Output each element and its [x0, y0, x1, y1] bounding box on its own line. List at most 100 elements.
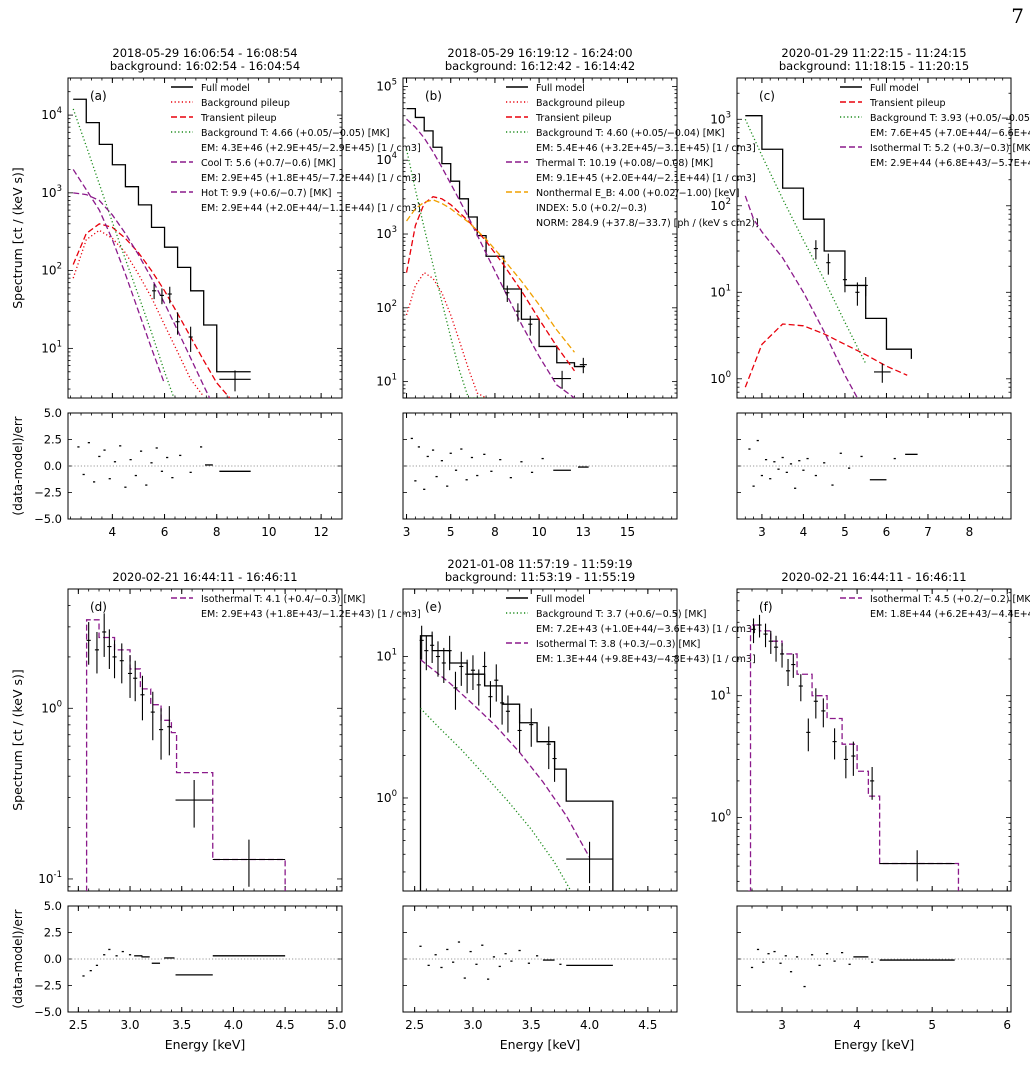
resid-axis-label: (data-model)/err [11, 416, 25, 515]
x-tick-label: 5 [447, 525, 455, 539]
legend-entry-sub: NORM: 284.9 (+37.8/−33.7) [ph / (keV s c… [536, 218, 759, 229]
x-tick-label: 6 [883, 525, 891, 539]
x-axis-label: Energy [keV] [165, 1037, 246, 1052]
legend-entry: Full model [870, 83, 919, 94]
resid-tick-label: −5.0 [34, 1005, 62, 1019]
x-tick-label: 3.5 [172, 1018, 191, 1032]
y-tick-label: 100 [376, 789, 397, 805]
legend: Full model Background pileup Transient pil… [506, 83, 759, 229]
model-curve-full-model [73, 98, 251, 373]
model-curve-isothermal-t [85, 619, 286, 891]
legend-entry: Background T: 4.60 (+0.05/−0.04) [MK] [536, 128, 725, 139]
model-curve-full-model [416, 635, 614, 891]
panel-c: 2020-01-29 11:22:15 - 11:24:15background… [710, 46, 1030, 539]
x-tick-label: 4.0 [224, 1018, 243, 1032]
x-tick-label: 3.0 [463, 1018, 482, 1032]
y-tick-label: 101 [376, 647, 397, 663]
panel-title: background: 16:12:42 - 16:14:42 [445, 59, 635, 73]
panel-title: background: 11:18:15 - 11:20:15 [779, 59, 969, 73]
legend-entry: Transient pileup [535, 113, 612, 124]
resid-tick-label: 0.0 [44, 459, 62, 473]
x-tick-label: 5 [841, 525, 849, 539]
legend-entry: Isothermal T: 4.1 (+0.4/−0.3) [MK] [201, 594, 365, 605]
residual-axes [67, 905, 343, 1013]
panel-letter: (c) [759, 89, 775, 103]
model-curve-background-t [72, 108, 175, 398]
legend-entry-sub: EM: 2.9E+45 (+1.8E+45/−7.2E+44) [1 / cm3… [201, 173, 421, 184]
legend-entry-sub: EM: 9.1E+45 (+2.0E+44/−2.1E+44) [1 / cm3… [536, 173, 756, 184]
y-tick-label: 102 [710, 197, 731, 213]
x-tick-label: 2.5 [405, 1018, 424, 1032]
legend: Isothermal T: 4.5 (+0.2/−0.2) [MK] EM: 1.… [840, 594, 1030, 620]
x-tick-label: 8 [213, 525, 221, 539]
y-tick-label: 101 [376, 373, 397, 389]
x-tick-label: 4 [853, 1018, 861, 1032]
y-tick-label: 10-1 [38, 870, 62, 886]
model-curve-nonthermal [406, 199, 575, 353]
x-tick-label: 7 [924, 525, 932, 539]
model-curve-background-pileup [72, 229, 205, 397]
y-tick-label: 101 [41, 339, 62, 355]
x-tick-label: 4.5 [638, 1018, 657, 1032]
x-axis-label: Energy [keV] [500, 1037, 581, 1052]
y-axis-label: Spectrum [ct / (keV s)] [10, 167, 25, 309]
x-tick-label: 5.0 [327, 1018, 346, 1032]
page-number: 7 [1011, 4, 1024, 28]
panel-title: background: 16:02:54 - 16:04:54 [110, 59, 300, 73]
x-tick-label: 4.0 [580, 1018, 599, 1032]
y-tick-label: 102 [41, 262, 62, 278]
legend-entry-sub: EM: 2.9E+44 (+6.8E+43/−5.7E+43) [1 / cm3… [870, 158, 1030, 169]
x-tick-label: 6 [161, 525, 169, 539]
spectrum-axes [67, 588, 343, 892]
y-tick-label: 103 [376, 225, 397, 241]
resid-tick-label: 0.0 [44, 952, 62, 966]
legend-entry-sub: EM: 1.8E+44 (+6.2E+43/−4.4E+43) [1 / cm3… [870, 609, 1030, 620]
model-curve-transient-pileup [405, 196, 575, 372]
x-axis-label: Energy [keV] [834, 1037, 915, 1052]
legend-entry: Cool T: 5.6 (+0.7/−0.6) [MK] [201, 158, 336, 169]
panel-letter: (f) [759, 600, 773, 614]
legend-entry-sub: EM: 7.6E+45 (+7.0E+44/−6.6E+44) [1 / cm3… [870, 128, 1030, 139]
legend-entry: Background T: 4.66 (+0.05/−0.05) [MK] [201, 128, 390, 139]
model-curve-isothermal-t [420, 659, 591, 858]
x-tick-label: 3.0 [120, 1018, 139, 1032]
x-tick-label: 3 [778, 1018, 786, 1032]
x-tick-label: 15 [620, 525, 635, 539]
spectrum-axes [736, 588, 1012, 892]
model-curve-background-t [744, 119, 867, 364]
legend-entry-sub: EM: 2.9E+44 (+2.0E+44/−1.1E+44) [1 / cm3… [201, 203, 421, 214]
y-tick-label: 101 [710, 687, 731, 703]
legend-entry: Isothermal T: 4.5 (+0.2/−0.2) [MK] [870, 594, 1030, 605]
panel-title: 2020-01-29 11:22:15 - 11:24:15 [781, 46, 966, 60]
x-tick-label: 12 [313, 525, 328, 539]
legend-entry-sub: EM: 1.3E+44 (+9.8E+43/−4.8E+43) [1 / cm3… [536, 654, 756, 665]
x-tick-label: 3 [403, 525, 411, 539]
x-tick-label: 3.5 [522, 1018, 541, 1032]
model-curve-transient-pileup [744, 323, 908, 388]
resid-tick-label: 5.0 [44, 899, 62, 913]
x-tick-label: 4.5 [276, 1018, 295, 1032]
model-curve-transient-pileup [72, 223, 231, 398]
legend-entry: Nonthermal E_B: 4.00 (+0.02/−1.00) [keV] [536, 188, 739, 199]
y-tick-label: 101 [710, 283, 731, 299]
legend-entry: Full model [536, 83, 585, 94]
legend: Isothermal T: 4.1 (+0.4/−0.3) [MK] EM: 2.… [171, 594, 421, 620]
x-tick-label: 5 [928, 1018, 936, 1032]
legend-entry: Background pileup [201, 98, 290, 109]
x-tick-label: 3 [758, 525, 766, 539]
legend: Full model Background pileup Transient pil… [171, 83, 421, 214]
legend-entry: Transient pileup [869, 98, 946, 109]
panel-letter: (d) [90, 600, 107, 614]
y-tick-label: 100 [710, 370, 731, 386]
spectrum-axes [402, 588, 678, 892]
panel-title: background: 11:53:19 - 11:55:19 [445, 570, 635, 584]
model-curve-cool-t [72, 169, 166, 385]
legend-entry: Thermal T: 10.19 (+0.08/−0.08) [MK] [535, 158, 713, 169]
residual-axes [402, 412, 678, 520]
legend-entry: Isothermal T: 5.2 (+0.3/−0.3) [MK] [870, 143, 1030, 154]
legend-entry: Full model [201, 83, 250, 94]
y-tick-label: 100 [710, 809, 731, 825]
legend-entry-sub: EM: 4.3E+46 (+2.9E+45/−2.9E+45) [1 / cm3… [201, 143, 421, 154]
panel-title: 2020-02-21 16:44:11 - 16:46:11 [112, 570, 297, 584]
panel-title: 2018-05-29 16:06:54 - 16:08:54 [112, 46, 297, 60]
